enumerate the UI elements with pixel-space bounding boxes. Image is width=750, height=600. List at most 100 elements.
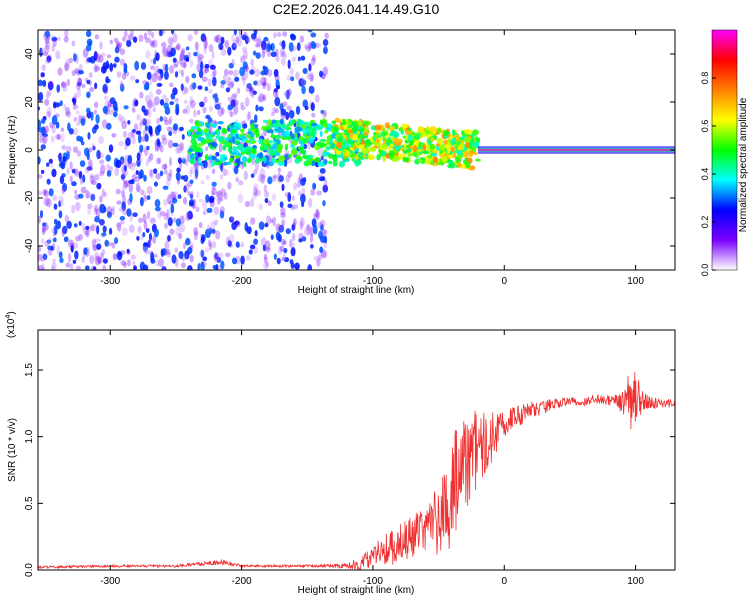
heatmap-cell — [237, 143, 244, 151]
heatmap-cell — [219, 210, 225, 219]
heatmap-cell — [99, 252, 104, 260]
heatmap-cell — [472, 129, 479, 136]
heatmap-cell — [264, 190, 270, 198]
heatmap-cell — [125, 35, 132, 41]
heatmap-cell — [151, 31, 155, 39]
heatmap-cell — [134, 99, 139, 107]
heatmap-cell — [290, 34, 297, 41]
heatmap-cell — [42, 189, 47, 196]
heatmap-cell — [460, 143, 465, 151]
heatmap-cell — [205, 247, 210, 252]
heatmap-cell — [316, 43, 320, 48]
heatmap-cell — [206, 224, 211, 233]
heatmap-cell — [287, 88, 292, 97]
heatmap-cell — [117, 113, 123, 122]
heatmap-cell — [56, 245, 60, 255]
heatmap-cell — [319, 219, 326, 227]
heatmap-cell — [361, 138, 365, 145]
heatmap-cell — [122, 130, 127, 139]
heatmap-cell — [261, 50, 265, 59]
heatmap-cell — [60, 127, 65, 132]
heatmap-cell — [274, 48, 279, 57]
heatmap-cell — [220, 48, 227, 57]
heatmap-cell — [460, 130, 465, 136]
heatmap-cell — [159, 170, 164, 177]
heatmap-cell — [105, 154, 111, 162]
heatmap-cell — [179, 57, 183, 65]
heatmap-cell — [315, 210, 321, 220]
heatmap-cell — [77, 77, 83, 87]
heatmap-cell — [250, 140, 257, 144]
heatmap-cell — [281, 183, 285, 192]
heatmap-cell — [55, 121, 60, 129]
heatmap-cell — [312, 182, 317, 190]
heatmap-cell — [308, 85, 315, 94]
heatmap-cell — [270, 218, 274, 223]
heatmap-cell — [257, 35, 262, 46]
heatmap-cell — [46, 106, 52, 116]
heatmap-cell — [200, 180, 205, 185]
heatmap-cell — [239, 66, 246, 77]
heatmap-cell — [323, 122, 329, 128]
heatmap-cell — [392, 137, 399, 143]
heatmap-cell — [38, 246, 42, 253]
colorbar-tick-label: 0.8 — [700, 72, 710, 85]
heatmap-cell — [292, 221, 296, 231]
heatmap-cell — [160, 69, 164, 79]
heatmap-cell — [213, 35, 220, 43]
heatmap-cell — [429, 143, 436, 150]
heatmap-cell — [406, 144, 411, 148]
heatmap-cell — [164, 70, 169, 80]
heatmap-cell — [135, 182, 140, 193]
heatmap-cell — [316, 124, 324, 131]
heatmap-cell — [120, 173, 126, 180]
heatmap-cell — [289, 67, 294, 76]
heatmap-cell — [144, 133, 149, 142]
heatmap-cell — [230, 99, 236, 107]
heatmap-cell — [97, 256, 102, 264]
heatmap-cell — [119, 80, 124, 89]
heatmap-cell — [149, 169, 154, 179]
heatmap-cell — [159, 210, 166, 217]
heatmap-cell — [99, 152, 105, 159]
spectrogram-y-tick-label: 20 — [24, 96, 35, 108]
heatmap-cell — [164, 119, 169, 126]
heatmap-cell — [48, 110, 52, 119]
heatmap-cell — [40, 118, 46, 125]
heatmap-cell — [204, 38, 208, 49]
heatmap-cell — [53, 225, 58, 235]
heatmap-cell — [83, 147, 90, 157]
heatmap-cell — [51, 227, 56, 234]
heatmap-cell — [200, 249, 204, 258]
heatmap-cell — [320, 155, 324, 161]
heatmap-cell — [227, 146, 233, 153]
heatmap-cell — [119, 215, 126, 221]
heatmap-cell — [111, 133, 116, 138]
heatmap-cell — [263, 256, 268, 264]
heatmap-cell — [206, 122, 211, 129]
heatmap-cell — [185, 104, 190, 115]
heatmap-cell — [157, 75, 163, 82]
heatmap-cell — [261, 96, 267, 102]
heatmap-cell — [290, 76, 295, 82]
heatmap-cell — [205, 194, 210, 203]
heatmap-cell — [149, 169, 153, 178]
heatmap-cell — [131, 174, 138, 180]
heatmap-cell — [275, 223, 282, 232]
heatmap-cell — [61, 227, 65, 237]
heatmap-cell — [107, 99, 112, 107]
heatmap-cell — [181, 134, 185, 140]
heatmap-cell — [41, 227, 46, 236]
heatmap-cell — [429, 137, 435, 142]
heatmap-cell — [163, 102, 169, 110]
heatmap-cell — [121, 174, 125, 181]
heatmap-cell — [127, 120, 131, 125]
heatmap-cell — [300, 193, 306, 204]
heatmap-cell — [82, 174, 86, 183]
heatmap-cell — [175, 147, 181, 154]
heatmap-cell — [242, 161, 247, 168]
heatmap-cell — [180, 50, 185, 60]
heatmap-cell — [112, 253, 118, 261]
heatmap-cell — [323, 46, 328, 55]
heatmap-cell — [211, 191, 215, 196]
